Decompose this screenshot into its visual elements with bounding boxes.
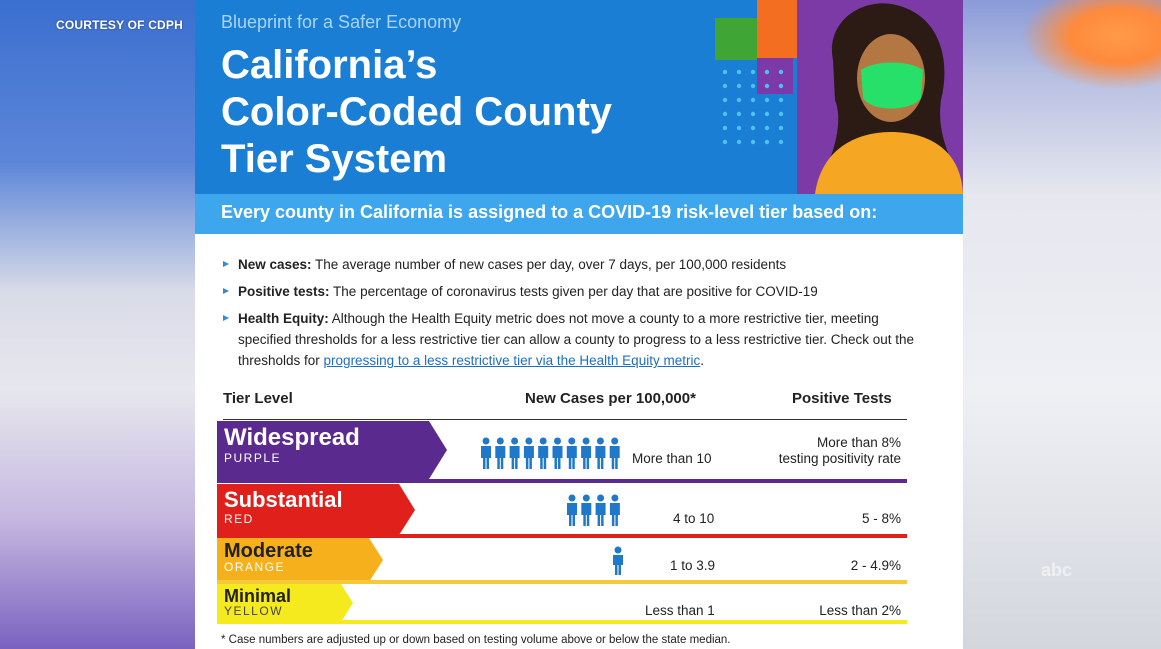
tier-name: Moderate — [224, 540, 313, 562]
criteria-list: New cases: The average number of new cas… — [223, 254, 923, 377]
banner-text: Every county in California is assigned t… — [221, 202, 878, 222]
background-right — [962, 0, 1161, 649]
row-rule-orange — [217, 580, 907, 584]
tier-name: Minimal — [224, 586, 292, 606]
tier-tag-red — [217, 484, 415, 535]
page-title: California’s Color-Coded County Tier Sys… — [221, 42, 701, 183]
bullet-new-cases-label: New cases: — [238, 257, 312, 272]
tier-tag-purple — [217, 421, 447, 479]
title-line-3: Tier System — [221, 137, 448, 181]
tier-label-minimal: Minimal YELLOW — [217, 584, 347, 624]
positive-widespread: More than 8% testing positivity rate — [779, 435, 901, 467]
tier-color: PURPLE — [224, 451, 282, 465]
people-icons-1 — [613, 546, 623, 575]
tier-label-substantial: Substantial RED — [217, 484, 407, 538]
tier-tag-yellow — [217, 584, 353, 622]
row-rule-purple — [217, 479, 907, 483]
header-rule — [223, 419, 907, 420]
infographic-sheet: Blueprint for a Safer Economy California… — [195, 0, 963, 649]
bullet-equity-text: Although the Health Equity metric does n… — [238, 311, 915, 368]
tier-row-minimal: Minimal YELLOW Less than 1 Less than 2% — [217, 584, 907, 624]
positive-substantial: 5 - 8% — [861, 511, 901, 526]
cases-substantial: 4 to 10 — [673, 511, 715, 526]
bullet-new-cases-text: The average number of new cases per day,… — [311, 257, 787, 272]
header-subtitle: Blueprint for a Safer Economy — [221, 12, 462, 32]
bullet-equity-end: . — [700, 353, 704, 368]
column-header-positive: Positive Tests — [792, 390, 892, 407]
background-left — [0, 0, 195, 649]
dot-grid — [722, 69, 784, 145]
tier-label-widespread: Widespread PURPLE — [217, 421, 437, 483]
header: Blueprint for a Safer Economy California… — [195, 0, 963, 194]
green-square — [715, 18, 757, 60]
image-credit: COURTESY OF CDPH — [56, 18, 183, 32]
tier-color: ORANGE — [224, 560, 286, 574]
positive-line-1: More than 8% — [816, 435, 901, 450]
bullet-positive-text: The percentage of coronavirus tests give… — [329, 284, 818, 299]
tier-row-substantial: Substantial RED 4 to 10 5 - 8% — [217, 484, 907, 538]
positive-moderate: 2 - 4.9% — [850, 558, 901, 573]
purple-square — [757, 58, 793, 94]
cases-moderate: 1 to 3.9 — [670, 558, 716, 573]
tier-name: Substantial — [224, 487, 343, 512]
tier-tag-orange — [217, 538, 383, 582]
tier-row-moderate: Moderate ORANGE 1 to 3.9 2 - 4.9% — [217, 538, 907, 584]
face-mask — [861, 62, 923, 109]
bullet-equity-label: Health Equity: — [238, 311, 329, 326]
background-blob — [1021, 0, 1161, 90]
footnote: * Case numbers are adjusted up or down b… — [221, 634, 731, 646]
banner: Every county in California is assigned t… — [195, 194, 963, 234]
bullet-positive-tests: Positive tests: The percentage of corona… — [223, 281, 923, 302]
title-line-2: Color-Coded County — [221, 90, 613, 134]
bullet-new-cases: New cases: The average number of new cas… — [223, 254, 923, 275]
tier-color: YELLOW — [224, 604, 284, 618]
title-line-1: California’s — [221, 43, 438, 87]
column-header-cases: New Cases per 100,000* — [525, 390, 696, 407]
bullet-health-equity: Health Equity: Although the Health Equit… — [223, 308, 923, 371]
masked-person-illustration — [715, 0, 963, 194]
positive-line-2: testing positivity rate — [778, 451, 901, 466]
row-rule-red — [217, 534, 907, 538]
tier-color: RED — [224, 512, 254, 526]
people-icons-10 — [481, 437, 620, 469]
positive-minimal: Less than 2% — [819, 603, 901, 618]
health-equity-link[interactable]: progressing to a less restrictive tier v… — [323, 353, 701, 368]
tier-row-widespread: Widespread PURPLE More than 10 More than… — [217, 421, 907, 483]
tier-label-moderate: Moderate ORANGE — [217, 538, 377, 584]
row-rule-yellow — [217, 620, 907, 624]
station-watermark: abc — [1041, 560, 1073, 580]
bullet-positive-label: Positive tests: — [238, 284, 330, 299]
cases-widespread: More than 10 — [632, 451, 712, 466]
people-icons-4 — [567, 494, 620, 526]
cases-minimal: Less than 1 — [645, 603, 715, 618]
column-header-tier: Tier Level — [223, 390, 293, 407]
tier-name: Widespread — [224, 424, 360, 451]
shirt — [815, 132, 963, 194]
